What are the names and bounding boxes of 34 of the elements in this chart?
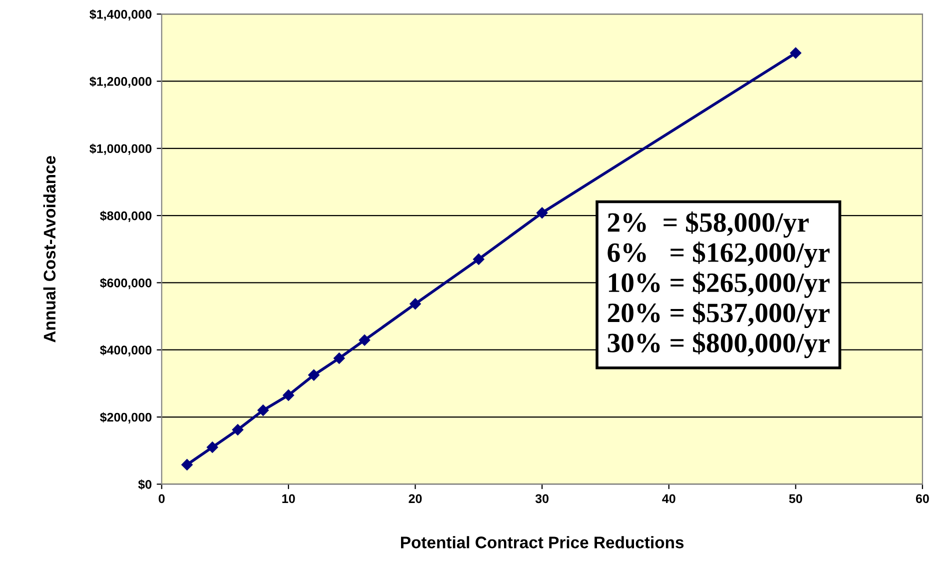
x-tick-label: 20 — [408, 494, 422, 504]
annotation: 2% = $58,000/yr — [608, 212, 809, 238]
point — [206, 442, 218, 453]
point — [358, 334, 370, 346]
annotation: 6% = $162,000/yr — [608, 242, 830, 268]
y-tick-label: $1,400,000 — [90, 9, 152, 21]
point — [308, 369, 320, 381]
annotation: 20% = $537,000/yr — [608, 302, 830, 328]
y-tick-label: $1,000,000 — [90, 144, 152, 155]
annotation: 30% = $800,000/yr — [608, 332, 830, 358]
x-tick-label: 0 — [158, 494, 165, 504]
annotation: 10% = $265,000/yr — [608, 272, 830, 298]
point — [410, 298, 421, 310]
point — [181, 459, 193, 470]
point — [473, 254, 484, 265]
point — [258, 404, 269, 416]
x-tick-label: 10 — [282, 494, 295, 504]
x-axis-title: Potential Contract Price Reductions — [401, 536, 684, 548]
y-tick-label: $600,000 — [100, 278, 152, 290]
point — [536, 207, 548, 218]
x-tick-label: 60 — [916, 494, 929, 504]
y-tick-label: $800,000 — [100, 210, 152, 222]
y-axis-title: Annual Cost-Avoidance — [43, 156, 56, 342]
point — [334, 352, 345, 364]
point — [282, 390, 294, 401]
point — [232, 424, 244, 436]
x-tick-label: 30 — [535, 494, 549, 504]
x-tick-label: 40 — [662, 494, 676, 504]
x-tick-label: 50 — [789, 494, 802, 504]
y-tick-label: $0 — [138, 479, 152, 490]
y-tick-label: $200,000 — [100, 412, 152, 424]
y-tick-label: $1,200,000 — [90, 76, 152, 88]
point — [790, 47, 802, 59]
y-tick-label: $400,000 — [100, 345, 152, 356]
